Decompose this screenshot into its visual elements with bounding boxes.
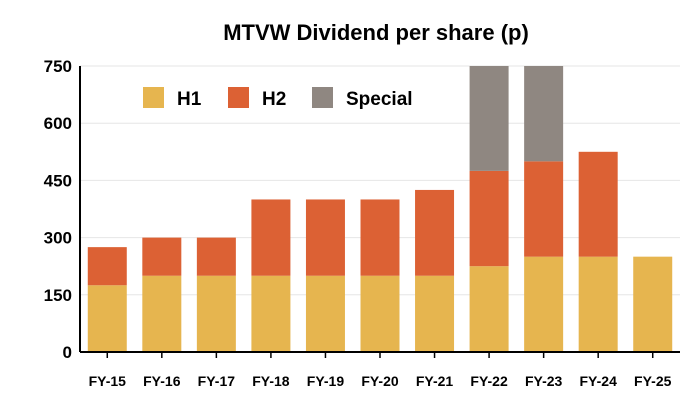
bar-h2-fy-22 [469,170,509,267]
bar-h1-fy-25 [633,256,673,352]
y-tick-label: 150 [44,286,72,305]
x-tick-label: FY-20 [361,373,399,389]
bar-h2-fy-20 [360,199,400,276]
legend-swatch-h2 [228,87,249,108]
y-tick-label: 0 [63,343,72,362]
x-tick-label: FY-19 [307,373,345,389]
legend-label-h2: H2 [262,89,286,110]
bar-h2-fy-23 [524,161,564,257]
bar-h2-fy-17 [196,237,236,276]
legend-label-special: Special [346,89,413,110]
bar-h1-fy-17 [196,275,236,352]
bar-h1-fy-21 [415,275,455,352]
bar-h1-fy-23 [524,256,564,352]
x-tick-label: FY-15 [89,373,127,389]
bar-h2-fy-21 [415,189,455,276]
y-tick-label: 600 [44,114,72,133]
bar-h1-fy-15 [87,285,127,352]
y-tick-label: 450 [44,171,72,190]
bar-h1-fy-22 [469,266,509,352]
bar-special-fy-22 [469,66,509,171]
bar-h1-fy-19 [305,275,345,352]
x-tick-label: FY-16 [143,373,181,389]
bar-h1-fy-24 [578,256,618,352]
chart-title: MTVW Dividend per share (p) [223,20,529,45]
x-tick-label: FY-17 [198,373,236,389]
x-tick-label: FY-23 [525,373,563,389]
legend-label-h1: H1 [177,89,202,110]
x-tick-label: FY-24 [580,373,618,389]
x-tick-label: FY-25 [634,373,672,389]
legend-swatch-h1 [143,87,164,108]
legend: H1 H2 Special [143,87,413,110]
bar-h1-fy-20 [360,275,400,352]
legend-swatch-special [312,87,333,108]
y-tick-label: 750 [44,57,72,76]
bar-h2-fy-18 [251,199,291,276]
x-tick-label: FY-18 [252,373,290,389]
x-tick-labels: FY-15 FY-16 FY-17 FY-18 FY-19 FY-20 FY-21 FY-22… [89,352,672,389]
x-tick-label: FY-22 [470,373,508,389]
bar-h2-fy-24 [578,151,618,257]
y-tick-label: 300 [44,229,72,248]
y-tick-labels: 0 150 300 450 600 750 [44,57,72,362]
bar-h1-fy-16 [142,275,182,352]
bar-h2-fy-19 [305,199,345,276]
bar-h2-fy-15 [87,247,127,286]
x-tick-label: FY-21 [416,373,454,389]
bar-h1-fy-18 [251,275,291,352]
bar-h2-fy-16 [142,237,182,276]
bars [87,66,673,352]
bar-special-fy-23 [524,66,564,162]
